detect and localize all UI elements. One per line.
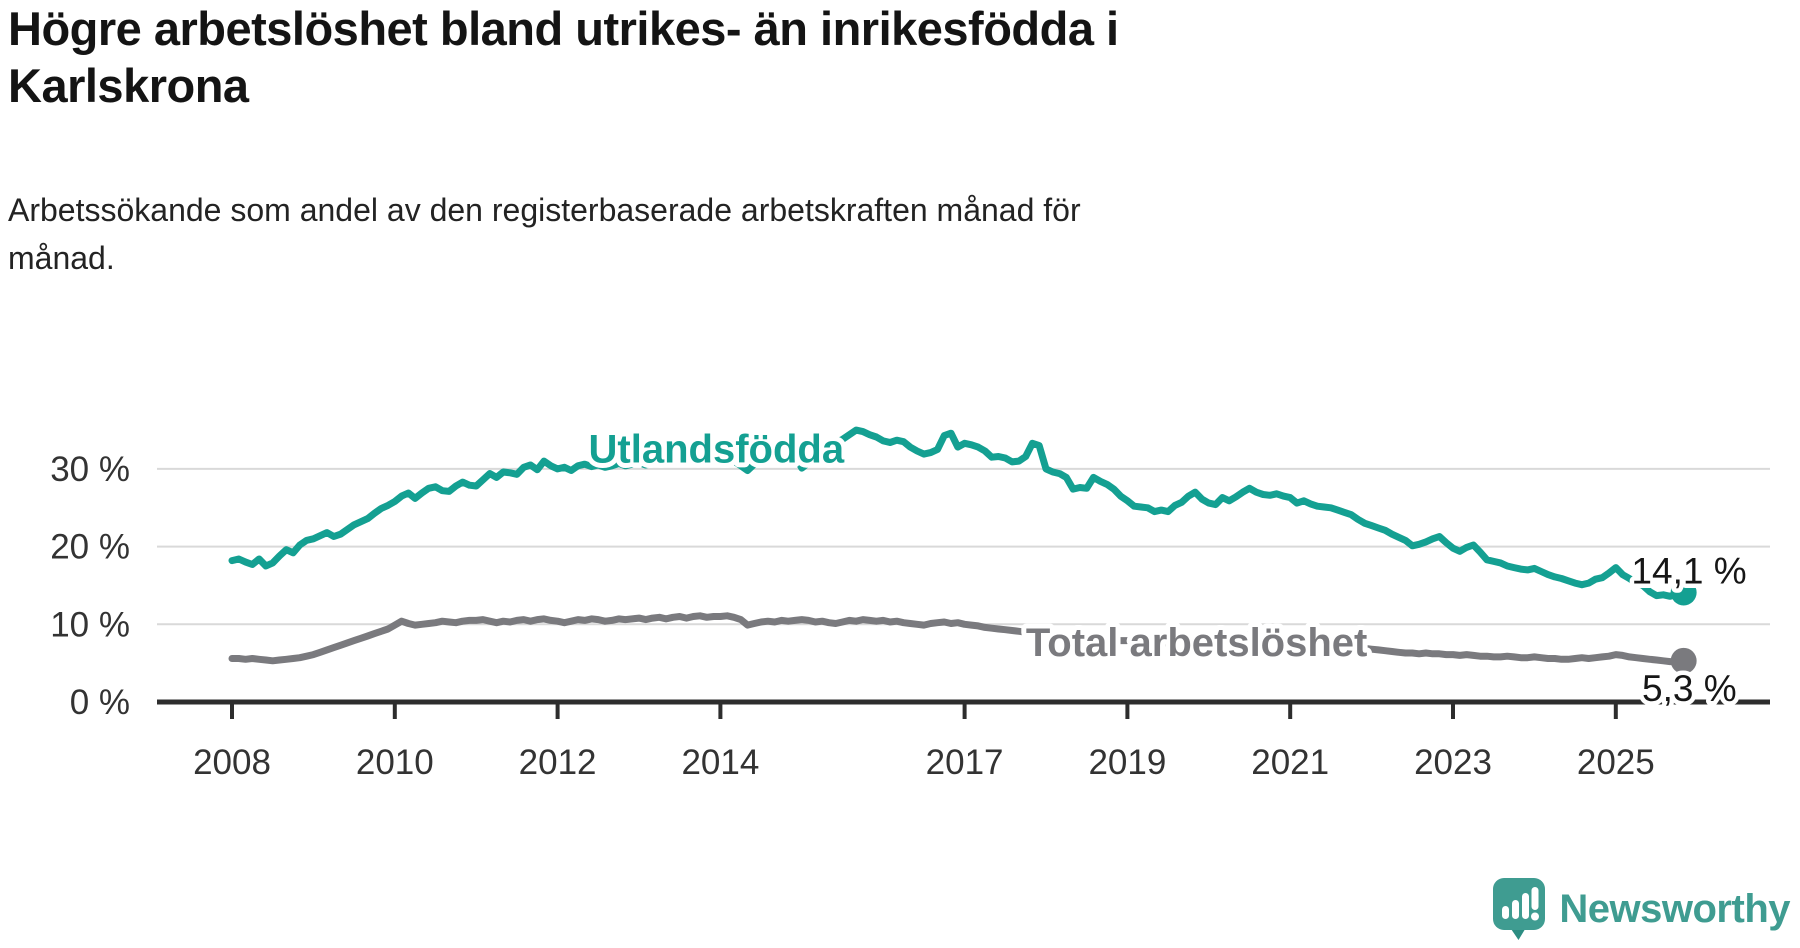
y-tick-label: 10 % bbox=[50, 605, 130, 644]
series-label-total: Total arbetslöshet bbox=[1026, 621, 1368, 665]
line-chart: 0 % 10 % 20 % 30 % 2008 2010 2012 2014 2017 2019 2… bbox=[0, 330, 1800, 810]
end-value-label-total: 5,3 % bbox=[1642, 668, 1737, 709]
series-line-utlandsfodda bbox=[228, 426, 1688, 600]
x-tick-label: 2014 bbox=[681, 743, 759, 782]
series-line-total bbox=[228, 612, 1688, 666]
chart-subtitle: Arbetssökande som andel av den registerb… bbox=[8, 192, 1081, 276]
end-value-label-utlandsfodda: 14,1 % bbox=[1631, 550, 1746, 591]
x-tick-label: 2025 bbox=[1577, 743, 1655, 782]
newsworthy-logo: Newsworthy bbox=[1493, 878, 1790, 940]
end-dot-utlandsfodda bbox=[1670, 579, 1697, 606]
y-tick-label: 0 % bbox=[70, 683, 130, 722]
x-tick-label: 2010 bbox=[356, 743, 434, 782]
y-tick-label: 30 % bbox=[50, 450, 130, 489]
x-tick-label: 2023 bbox=[1414, 743, 1492, 782]
x-tick-label: 2008 bbox=[193, 743, 271, 782]
end-dot-total bbox=[1670, 647, 1697, 674]
newsworthy-logo-icon bbox=[1493, 878, 1546, 940]
x-tick-label: 2019 bbox=[1088, 743, 1166, 782]
unemployment-line-chart-svg: 0 % 10 % 20 % 30 % 2008 2010 2012 2014 2017 2019 2… bbox=[50, 423, 1770, 782]
x-tick-label: 2017 bbox=[926, 743, 1004, 782]
newsworthy-wordmark: Newsworthy bbox=[1559, 886, 1790, 931]
chart-title: Högre arbetslöshet bland utrikes- än inr… bbox=[8, 2, 1119, 113]
x-tick-label: 2021 bbox=[1251, 743, 1329, 782]
y-tick-label: 20 % bbox=[50, 528, 130, 567]
x-tick-label: 2012 bbox=[519, 743, 597, 782]
series-label-utlandsfodda: Utlandsfödda bbox=[589, 428, 845, 472]
